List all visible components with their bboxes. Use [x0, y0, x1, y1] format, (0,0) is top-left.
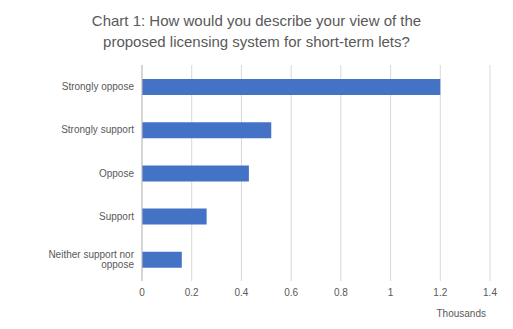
svg-text:Support: Support	[99, 211, 134, 222]
svg-text:Thousands: Thousands	[437, 308, 486, 319]
svg-text:Neither support noroppose: Neither support noroppose	[48, 249, 134, 270]
svg-text:0.4: 0.4	[234, 287, 248, 298]
svg-text:0.6: 0.6	[284, 287, 298, 298]
svg-text:1.4: 1.4	[483, 287, 497, 298]
svg-text:1.2: 1.2	[433, 287, 447, 298]
svg-text:Strongly support: Strongly support	[61, 124, 134, 135]
svg-text:0: 0	[139, 287, 145, 298]
html-text:Chart 1: How would you describ: Chart 1: How would you describe your vie…	[91, 12, 422, 50]
svg-text:Oppose: Oppose	[99, 168, 134, 179]
svg-text:Strongly oppose: Strongly oppose	[62, 81, 135, 92]
svg-text:0.2: 0.2	[185, 287, 199, 298]
svg-text:1: 1	[388, 287, 394, 298]
svg-text:0.8: 0.8	[334, 287, 348, 298]
